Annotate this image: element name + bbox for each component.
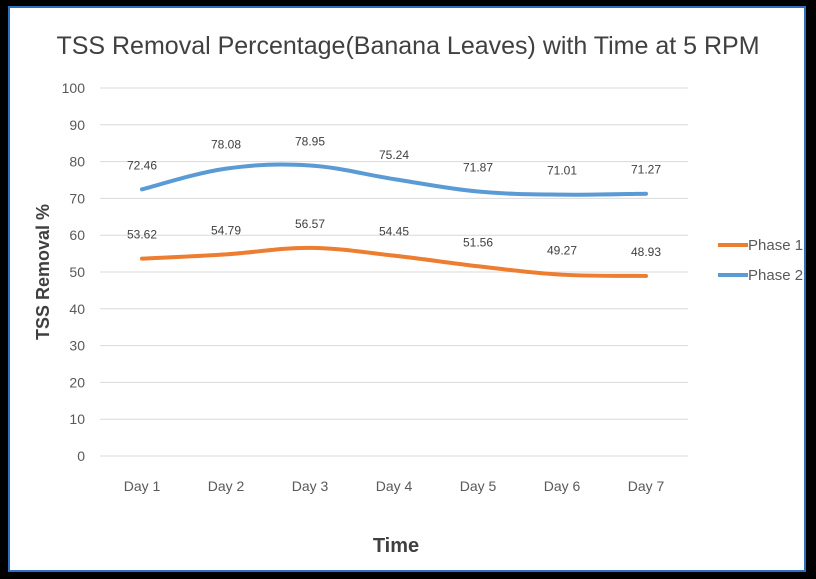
y-tick-label: 60 — [69, 227, 85, 243]
data-labels: 53.62 54.79 56.57 54.45 51.56 49.27 48.93 72.46… — [127, 134, 661, 258]
data-label: 49.27 — [547, 244, 577, 258]
legend-label-phase-1: Phase 1 — [748, 237, 803, 254]
y-axis-label: TSS Removal % — [33, 204, 53, 340]
data-label: 54.45 — [379, 225, 409, 239]
chart-frame — [8, 6, 806, 572]
y-tick-label: 20 — [69, 374, 85, 390]
y-tick-label: 90 — [69, 117, 85, 133]
x-tick-label: Day 4 — [376, 478, 413, 494]
y-axis-ticks: 0 10 20 30 40 50 60 70 80 90 100 — [62, 80, 86, 464]
data-label: 53.62 — [127, 228, 157, 242]
series-line-phase-2 — [140, 162, 648, 197]
y-tick-label: 40 — [69, 301, 85, 317]
series-line-phase-1 — [140, 245, 648, 278]
data-label: 54.79 — [211, 223, 241, 237]
legend: Phase 1 Phase 2 — [718, 237, 803, 284]
data-label: 56.57 — [295, 217, 325, 231]
x-tick-label: Day 1 — [124, 478, 161, 494]
data-label: 72.46 — [127, 158, 157, 172]
y-tick-label: 0 — [77, 448, 85, 464]
x-tick-label: Day 6 — [544, 478, 581, 494]
y-tick-label: 80 — [69, 154, 85, 170]
x-axis-ticks: Day 1 Day 2 Day 3 Day 4 Day 5 Day 6 Day 7 — [124, 478, 665, 494]
legend-label-phase-2: Phase 2 — [748, 267, 803, 284]
data-label: 71.27 — [631, 163, 661, 177]
data-label: 71.87 — [463, 161, 493, 175]
x-tick-label: Day 3 — [292, 478, 329, 494]
gridlines — [100, 87, 688, 457]
data-label: 48.93 — [631, 245, 661, 259]
data-label: 75.24 — [379, 148, 409, 162]
x-tick-label: Day 2 — [208, 478, 245, 494]
y-tick-label: 30 — [69, 338, 85, 354]
y-tick-label: 10 — [69, 411, 85, 427]
series-lines — [140, 162, 648, 278]
y-tick-label: 100 — [62, 80, 86, 96]
x-tick-label: Day 5 — [460, 478, 497, 494]
x-axis-label: Time — [373, 535, 419, 557]
data-label: 78.95 — [295, 134, 325, 148]
data-label: 51.56 — [463, 235, 493, 249]
y-tick-label: 70 — [69, 190, 85, 206]
data-label: 78.08 — [211, 138, 241, 152]
y-tick-label: 50 — [69, 264, 85, 280]
chart-title: TSS Removal Percentage(Banana Leaves) wi… — [56, 32, 759, 60]
x-tick-label: Day 7 — [628, 478, 665, 494]
data-label: 71.01 — [547, 164, 577, 178]
